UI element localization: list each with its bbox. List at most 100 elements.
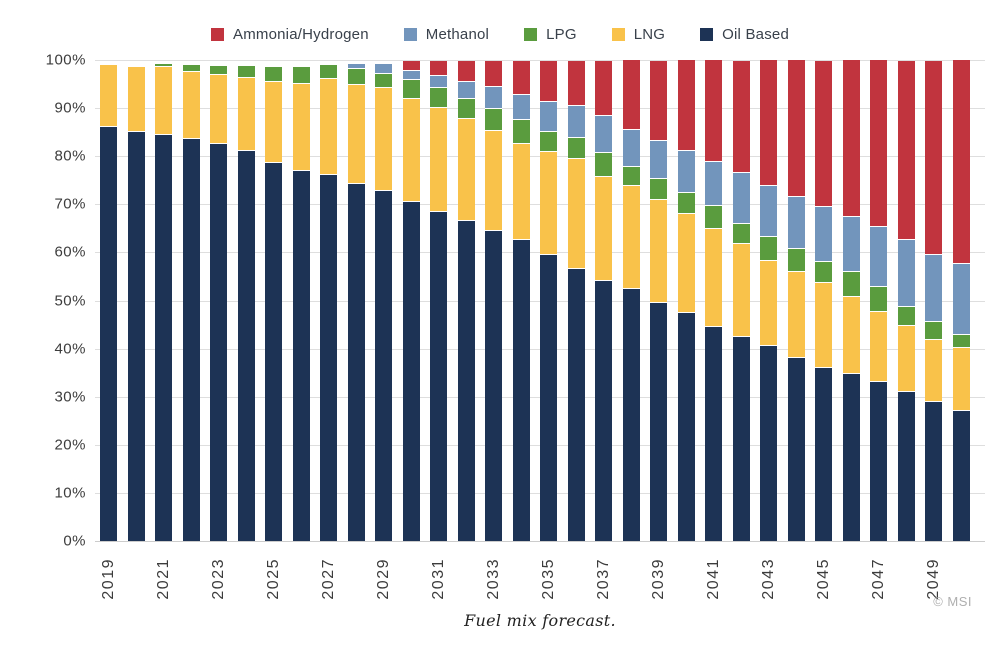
bar-2050 bbox=[952, 60, 970, 541]
bar-2020 bbox=[127, 60, 145, 541]
segment-oil-based-2023 bbox=[210, 144, 228, 541]
gridline-80- bbox=[95, 156, 985, 158]
segment-lpg-2041 bbox=[705, 205, 723, 230]
segment-lng-2031 bbox=[430, 108, 448, 212]
segment-oil-based-2037 bbox=[595, 281, 613, 541]
bar-slot-2020 bbox=[123, 60, 151, 541]
segment-lng-2021 bbox=[155, 67, 173, 135]
bar-slot-2030 bbox=[398, 60, 426, 541]
segment-oil-based-2028 bbox=[347, 183, 365, 541]
segment-lpg-2035 bbox=[540, 131, 558, 153]
segment-lpg-2045 bbox=[815, 261, 833, 284]
bar-slot-2022 bbox=[178, 60, 206, 541]
x-tick-label-2047: 2047 bbox=[869, 558, 887, 600]
bar-2037 bbox=[595, 60, 613, 541]
segment-lng-2041 bbox=[705, 229, 723, 327]
segment-methanol-2036 bbox=[567, 105, 585, 138]
segment-methanol-2033 bbox=[485, 86, 503, 109]
segment-methanol-2032 bbox=[457, 81, 475, 99]
legend-swatch-lpg-icon bbox=[524, 28, 538, 41]
segment-methanol-2028 bbox=[347, 63, 365, 69]
bar-2044 bbox=[787, 60, 805, 541]
segment-lpg-2036 bbox=[567, 137, 585, 160]
segment-lng-2046 bbox=[842, 297, 860, 374]
copyright-credit: © MSI bbox=[933, 594, 972, 609]
bar-slot-2034 bbox=[508, 60, 536, 541]
segment-lpg-2039 bbox=[650, 178, 668, 200]
legend-label-lng: LNG bbox=[633, 26, 666, 43]
segment-lpg-2025 bbox=[265, 67, 283, 82]
segment-lpg-2046 bbox=[842, 272, 860, 298]
segment-oil-based-2038 bbox=[622, 288, 640, 541]
bar-2048 bbox=[897, 60, 915, 541]
bar-2024 bbox=[237, 60, 255, 541]
segment-methanol-2037 bbox=[595, 116, 613, 154]
bar-slot-2046 bbox=[838, 60, 866, 541]
segment-lpg-2049 bbox=[925, 321, 943, 340]
segment-methanol-2048 bbox=[897, 240, 915, 307]
segment-methanol-2043 bbox=[760, 186, 778, 238]
segment-methanol-2045 bbox=[815, 206, 833, 262]
bar-2035 bbox=[540, 60, 558, 541]
bar-2028 bbox=[347, 60, 365, 541]
segment-oil-based-2033 bbox=[485, 230, 503, 541]
figure-caption: Fuel mix forecast. bbox=[464, 611, 616, 630]
segment-oil-based-2026 bbox=[292, 170, 310, 541]
segment-oil-based-2043 bbox=[760, 346, 778, 541]
bar-2027 bbox=[320, 60, 338, 541]
bar-2043 bbox=[760, 60, 778, 541]
x-tick-label-2021: 2021 bbox=[154, 558, 172, 600]
segment-lng-2032 bbox=[457, 119, 475, 222]
bar-2021 bbox=[155, 60, 173, 541]
legend-label-oil-based: Oil Based bbox=[722, 26, 789, 43]
y-tick-label-50-: 50% bbox=[54, 292, 86, 309]
segment-lpg-2029 bbox=[375, 73, 393, 89]
segment-oil-based-2048 bbox=[897, 391, 915, 541]
segment-oil-based-2040 bbox=[677, 312, 695, 541]
segment-methanol-2046 bbox=[842, 216, 860, 273]
segment-ammonia-hydrogen-2037 bbox=[595, 60, 613, 117]
y-tick-label-70-: 70% bbox=[54, 195, 86, 213]
segment-lng-2027 bbox=[320, 79, 338, 176]
chart-legend: Ammonia/Hydrogen Methanol LPG LNG Oil Based bbox=[0, 26, 1000, 43]
segment-oil-based-2039 bbox=[650, 302, 668, 541]
segment-ammonia-hydrogen-2031 bbox=[430, 61, 448, 76]
gridline-40- bbox=[95, 348, 985, 350]
bar-2025 bbox=[265, 60, 283, 541]
segment-lng-2035 bbox=[540, 152, 558, 255]
segment-lpg-2021 bbox=[155, 63, 173, 68]
gridline-70- bbox=[95, 204, 985, 206]
x-tick-label-2033: 2033 bbox=[484, 558, 502, 600]
bar-2049 bbox=[925, 60, 943, 541]
segment-lng-2028 bbox=[347, 84, 365, 184]
segment-methanol-2040 bbox=[677, 151, 695, 193]
segment-oil-based-2019 bbox=[100, 127, 118, 541]
bar-slot-2021 bbox=[150, 60, 178, 541]
x-tick-label-2025: 2025 bbox=[264, 558, 282, 600]
y-tick-label-90-: 90% bbox=[54, 99, 86, 117]
segment-lpg-2044 bbox=[787, 248, 805, 272]
legend-label-methanol: Methanol bbox=[425, 26, 490, 43]
segment-lng-2043 bbox=[760, 260, 778, 347]
segment-ammonia-hydrogen-2045 bbox=[815, 61, 833, 207]
bar-slot-2032 bbox=[453, 60, 481, 541]
segment-lpg-2040 bbox=[677, 192, 695, 215]
bar-slot-2023 bbox=[205, 60, 233, 541]
gridline-0- bbox=[95, 541, 985, 542]
segment-oil-based-2030 bbox=[402, 201, 420, 541]
segment-lpg-2024 bbox=[237, 65, 255, 78]
y-tick-label-20-: 20% bbox=[54, 436, 86, 454]
segment-ammonia-hydrogen-2042 bbox=[732, 61, 750, 174]
bar-2036 bbox=[567, 60, 585, 541]
segment-lpg-2023 bbox=[210, 65, 228, 76]
bar-slot-2043 bbox=[755, 60, 783, 541]
segment-methanol-2050 bbox=[952, 263, 970, 335]
segment-lpg-2026 bbox=[292, 67, 310, 85]
bar-slot-2031 bbox=[425, 60, 453, 541]
y-tick-label-80-: 80% bbox=[54, 147, 86, 165]
segment-methanol-2049 bbox=[925, 255, 943, 322]
legend-item-methanol: Methanol bbox=[403, 26, 490, 43]
segment-lpg-2022 bbox=[182, 64, 200, 73]
legend-item-ammonia-hydrogen: Ammonia/Hydrogen bbox=[211, 26, 369, 43]
